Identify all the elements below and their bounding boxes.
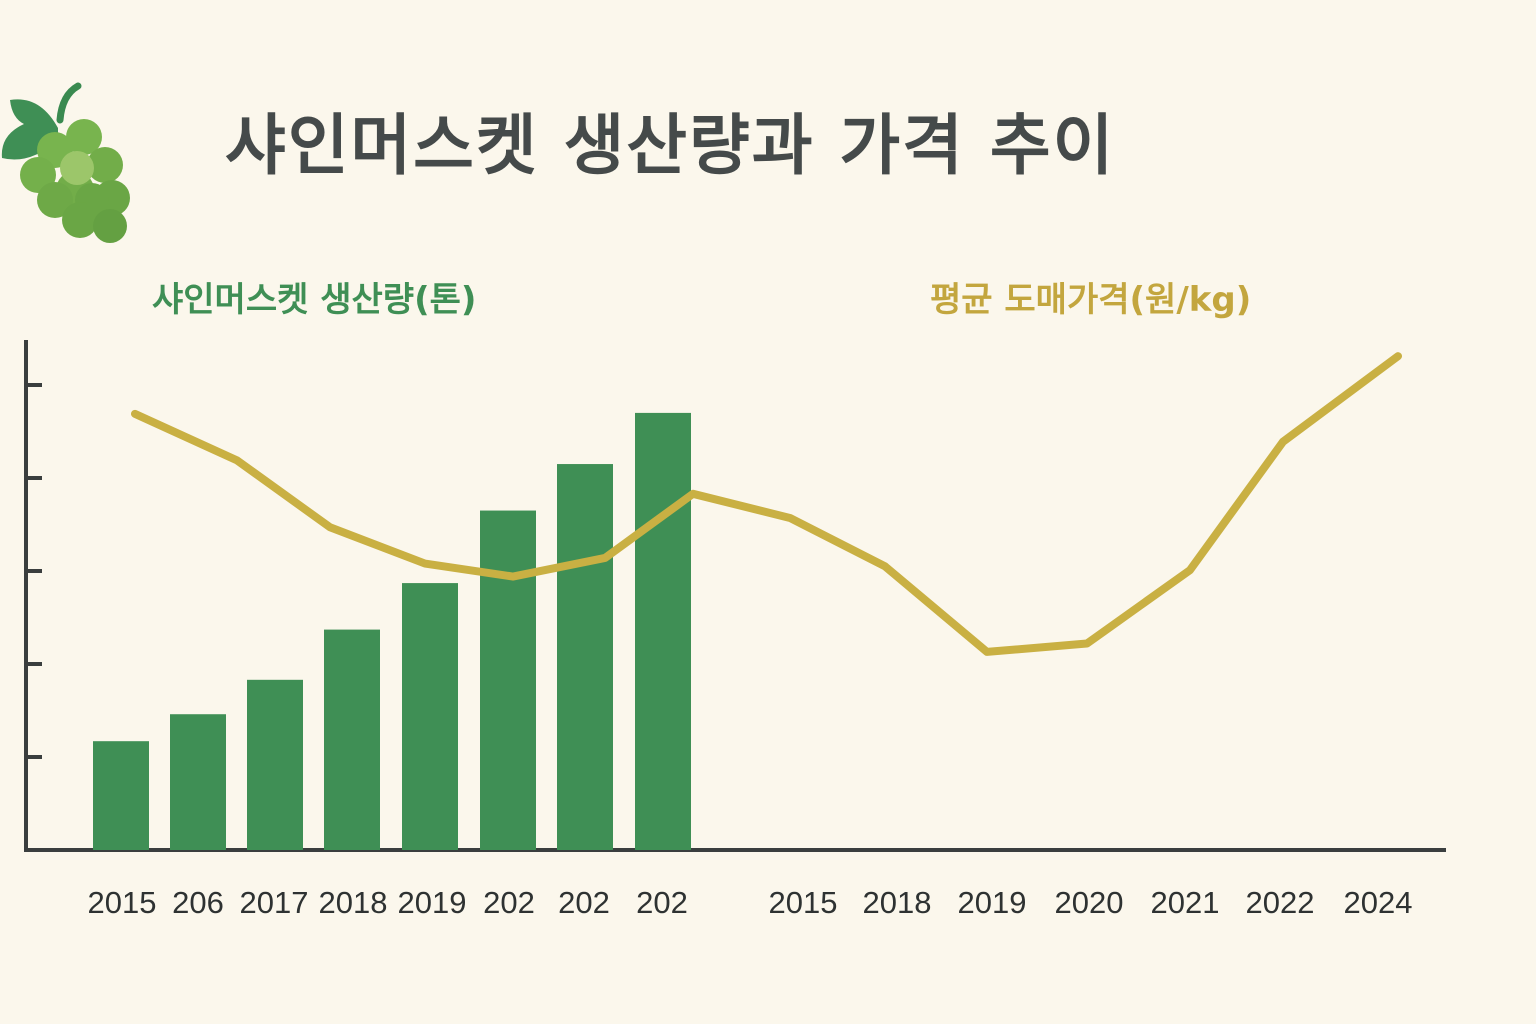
x-tick-label: 2024 — [1344, 885, 1413, 920]
x-tick-label: 2018 — [319, 885, 388, 920]
legend-production: 샤인머스켓 생산량(톤) — [152, 280, 477, 320]
bar — [635, 412, 691, 850]
x-tick-label: 2017 — [240, 885, 309, 920]
x-tick-label: 202 — [558, 885, 610, 920]
x-tick-label: 2015 — [88, 885, 157, 920]
x-tick-label: 2019 — [958, 885, 1027, 920]
x-tick-label: 2022 — [1246, 885, 1315, 920]
x-tick-label: 2018 — [863, 885, 932, 920]
x-tick-label: 206 — [172, 885, 224, 920]
bar — [480, 510, 536, 850]
x-tick-label: 2021 — [1151, 885, 1220, 920]
axes — [24, 340, 1446, 852]
bar — [93, 741, 149, 850]
x-tick-label: 202 — [636, 885, 688, 920]
grape-bunch-icon — [1, 82, 130, 243]
x-tick-label: 202 — [483, 885, 535, 920]
x-tick-label: 2019 — [398, 885, 467, 920]
bar — [557, 464, 613, 850]
bar — [170, 714, 226, 850]
x-tick-label: 2015 — [769, 885, 838, 920]
bar — [402, 583, 458, 850]
chart-title: 샤인머스켓 생산량과 가격 추이 — [225, 107, 1116, 184]
bar — [247, 679, 303, 850]
x-tick-label: 2020 — [1055, 885, 1124, 920]
price-line — [131, 352, 1402, 656]
legend-price: 평균 도매가격(원/kg) — [930, 280, 1252, 320]
bar — [324, 629, 380, 850]
